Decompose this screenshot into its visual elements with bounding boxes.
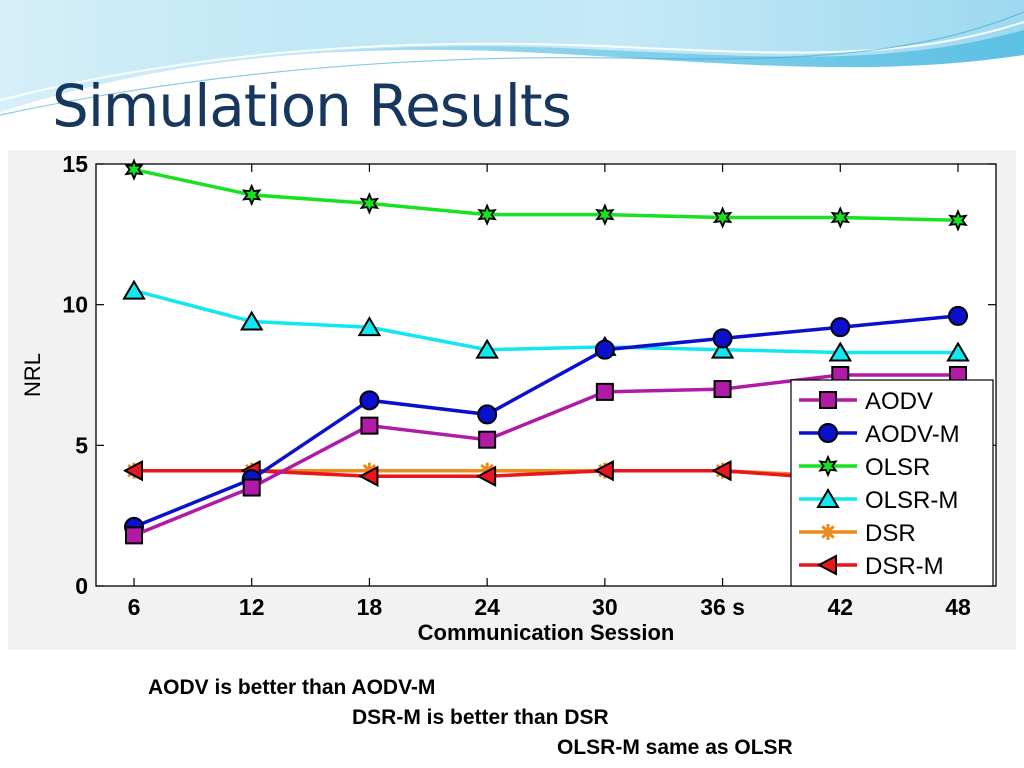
series-line-olsr [133, 167, 959, 223]
data-point-olsr-m [357, 316, 382, 337]
x-tick-label: 12 [239, 594, 265, 620]
data-point-olsr-m [828, 341, 853, 362]
data-point-olsr-m [475, 338, 499, 359]
data-point-aodv [478, 430, 497, 449]
y-axis-label: NRL [20, 353, 45, 397]
data-point-olsr [830, 206, 851, 229]
data-point-olsr-m [946, 341, 970, 362]
note-aodv: AODV is better than AODV-M [148, 676, 436, 699]
data-point-aodv-m [359, 390, 380, 411]
x-tick-label: 48 [945, 594, 971, 620]
legend-box [790, 379, 994, 587]
legend-label: DSR-M [865, 553, 944, 580]
data-point-dsr-m [358, 465, 379, 487]
data-point-olsr-m [122, 279, 146, 300]
data-point-aodv [360, 416, 379, 435]
data-point-aodv-m [594, 339, 615, 360]
chart-svg: 0 5 10 15 6 12 18 24 30 36 s 42 48 Communication Ses… [8, 150, 1016, 650]
y-tick-label: 10 [62, 292, 88, 318]
legend-label: DSR [865, 520, 916, 547]
data-point-aodv [125, 526, 143, 545]
y-tick-label: 5 [75, 432, 88, 458]
nrl-line-chart: 0 5 10 15 6 12 18 24 30 36 s 42 48 Communication Ses… [8, 150, 1016, 650]
y-tick-label: 0 [75, 573, 88, 599]
slide-header-decoration [0, 0, 1024, 140]
x-tick-label: 42 [827, 594, 853, 620]
data-point-olsr [359, 192, 380, 215]
data-point-dsr-m [122, 459, 143, 482]
legend-label: AODV-M [865, 421, 960, 448]
x-tick-label: 6 [128, 594, 141, 620]
note-olsr: OLSR-M same as OLSR [557, 736, 793, 759]
series-line-olsr-m [133, 288, 958, 355]
data-point-aodv-m [948, 305, 968, 326]
legend-marker-aodv [819, 391, 837, 409]
x-tick-label: 36 s [700, 594, 745, 620]
legend-marker-olsr [818, 454, 838, 478]
legend-label: AODV [865, 388, 933, 415]
data-point-olsr-m [239, 310, 264, 331]
legend-marker-olsr-m [816, 488, 840, 508]
legend-label: OLSR [865, 454, 930, 481]
note-dsr: DSR-M is better than DSR [352, 706, 609, 729]
series-line-aodv-m [133, 314, 959, 529]
data-point-olsr-m [710, 338, 735, 359]
data-point-olsr [124, 158, 144, 181]
legend-marker-aodv-m [818, 423, 838, 443]
y-tick-label: 15 [62, 151, 88, 177]
series-line-aodv [133, 373, 958, 538]
data-point-olsr [595, 203, 615, 226]
data-point-dsr-m [593, 459, 614, 482]
x-tick-label: 18 [357, 594, 383, 620]
data-point-aodv [595, 382, 614, 401]
data-point-aodv [713, 380, 732, 399]
data-point-aodv [242, 478, 261, 497]
data-point-olsr [712, 206, 733, 229]
data-point-olsr [477, 203, 497, 226]
x-tick-label: 24 [474, 594, 500, 620]
data-point-aodv-m [477, 404, 498, 425]
legend-label: OLSR-M [865, 487, 958, 514]
x-axis-label: Communication Session [418, 620, 675, 645]
data-point-dsr-m [711, 459, 732, 482]
legend-marker-dsr-m [816, 554, 837, 576]
data-point-aodv-m [830, 317, 851, 338]
slide-title: Simulation Results [52, 72, 572, 140]
legend-marker-dsr [820, 524, 836, 540]
data-point-aodv-m [712, 328, 733, 349]
data-point-olsr [241, 183, 262, 207]
data-point-dsr-m [476, 465, 497, 487]
x-tick-label: 30 [592, 594, 618, 620]
data-point-olsr [948, 208, 968, 232]
